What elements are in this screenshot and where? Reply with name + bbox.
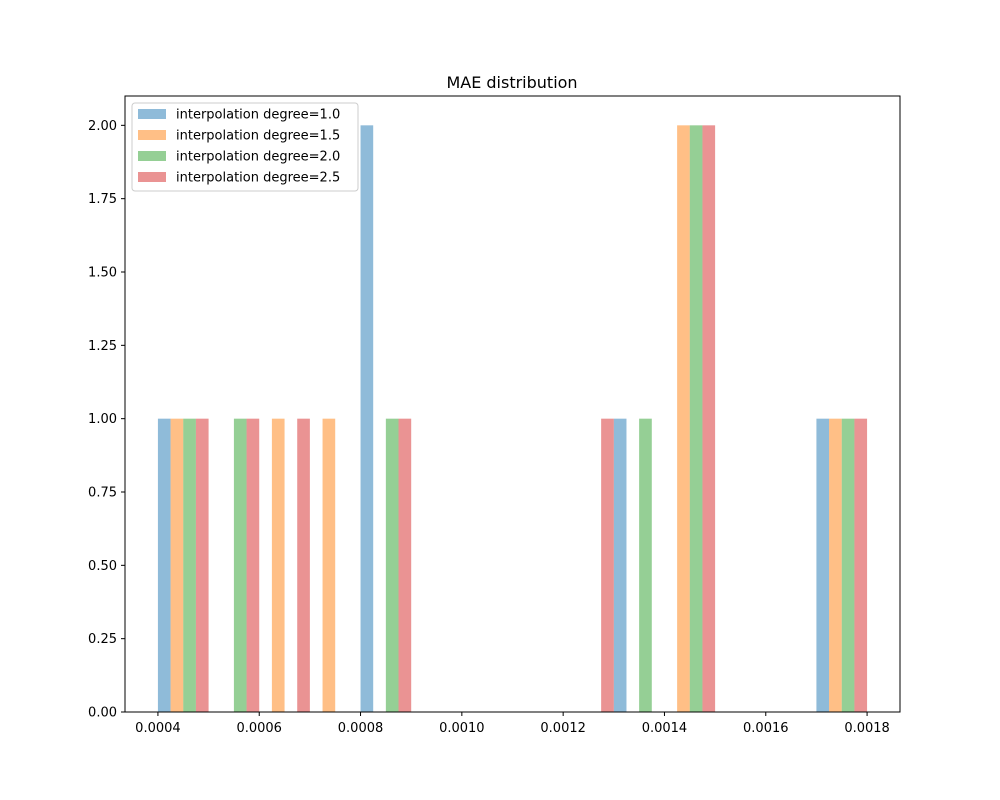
y-tick-label: 1.75: [88, 192, 117, 207]
bars-layer: [157, 125, 868, 712]
bar-series-3-bin-1: [183, 418, 196, 712]
bar-series-4-bin-5: [601, 418, 614, 712]
y-tick-label: 1.00: [88, 412, 117, 427]
bar-series-1-bin-3: [613, 418, 627, 712]
y-tick-label: 0.25: [88, 632, 117, 647]
legend-swatch-1: [138, 109, 166, 119]
bar-series-1-bin-2: [360, 125, 374, 712]
bar-series-2-bin-3: [322, 418, 336, 712]
chart-title: MAE distribution: [446, 73, 577, 92]
bar-series-3-bin-6: [841, 418, 855, 712]
x-tick-label: 0.0006: [236, 721, 282, 736]
bar-series-1-bin-1: [157, 418, 171, 712]
bar-series-1-bin-4: [816, 418, 830, 712]
bar-series-2-bin-5: [829, 418, 842, 712]
x-tick-label: 0.0008: [338, 721, 384, 736]
bar-series-4-bin-4: [398, 418, 412, 712]
y-tick-label: 0.00: [88, 706, 117, 721]
x-axis: 0.0004 0.0006 0.0008 0.0010 0.0012 0.0014 0.00…: [135, 712, 890, 736]
bar-series-2-bin-2: [271, 418, 285, 712]
legend-label-3: interpolation degree=2.0: [176, 150, 340, 165]
legend-swatch-2: [138, 130, 166, 140]
plot-frame: [124, 95, 901, 713]
x-tick-label: 0.0016: [743, 721, 789, 736]
bar-series-3-bin-5: [689, 125, 703, 712]
bar-series-4-bin-3: [297, 418, 310, 712]
bar-series-3-bin-3: [385, 418, 399, 712]
y-tick-label: 1.25: [88, 339, 117, 354]
y-tick-label: 0.50: [88, 559, 117, 574]
y-tick-label: 1.50: [88, 266, 117, 281]
x-tick-label: 0.0018: [844, 721, 890, 736]
bar-series-2-bin-1: [170, 418, 184, 712]
legend-box: [131, 102, 359, 192]
bar-series-4-bin-2: [246, 418, 260, 712]
bar-series-3-bin-4: [639, 418, 652, 712]
y-tick-label: 2.00: [88, 119, 117, 134]
bar-series-4-bin-7: [854, 418, 868, 712]
bar-series-2-bin-4: [677, 125, 690, 712]
legend-label-4: interpolation degree=2.5: [176, 171, 340, 186]
bar-series-3-bin-2: [233, 418, 247, 712]
y-axis: 0.00 0.25 0.50 0.75 1.00 1.25 1.50 1.75 2.00: [88, 119, 125, 721]
y-tick-label: 0.75: [88, 486, 117, 501]
x-tick-label: 0.0004: [135, 721, 181, 736]
bar-series-4-bin-1: [195, 418, 209, 712]
legend-label-1: interpolation degree=1.0: [176, 108, 340, 123]
x-tick-label: 0.0014: [642, 721, 688, 736]
legend-swatch-4: [138, 172, 166, 182]
bar-series-4-bin-6: [702, 125, 716, 712]
legend-label-2: interpolation degree=1.5: [176, 129, 340, 144]
legend-swatch-3: [138, 151, 166, 161]
x-tick-label: 0.0012: [540, 721, 586, 736]
legend: interpolation degree=1.0 interpolation de…: [131, 102, 359, 192]
x-tick-label: 0.0010: [439, 721, 485, 736]
